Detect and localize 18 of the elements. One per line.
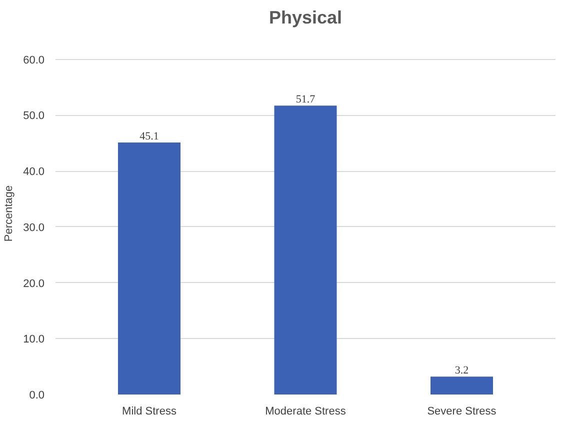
x-tick-label: Severe Stress xyxy=(427,406,497,418)
y-tick-label: 20.0 xyxy=(23,278,45,290)
chart-title: Physical xyxy=(268,8,342,28)
bar xyxy=(274,106,337,394)
y-tick-label: 50.0 xyxy=(23,110,45,122)
bar xyxy=(118,142,180,394)
y-axis-title: Percentage xyxy=(3,185,16,242)
bar xyxy=(430,376,493,394)
y-tick-label: 10.0 xyxy=(23,334,45,346)
y-tick-label: 40.0 xyxy=(23,166,45,178)
x-tick-label: Mild Stress xyxy=(122,406,177,418)
y-tick-label: 60.0 xyxy=(23,54,45,66)
data-label: 45.1 xyxy=(140,130,159,143)
y-tick-label: 0.0 xyxy=(29,390,45,402)
data-label: 51.7 xyxy=(296,94,316,106)
x-tick-label: Moderate Stress xyxy=(265,406,346,418)
data-label: 3.2 xyxy=(454,364,469,377)
y-tick-label: 30.0 xyxy=(23,222,45,234)
